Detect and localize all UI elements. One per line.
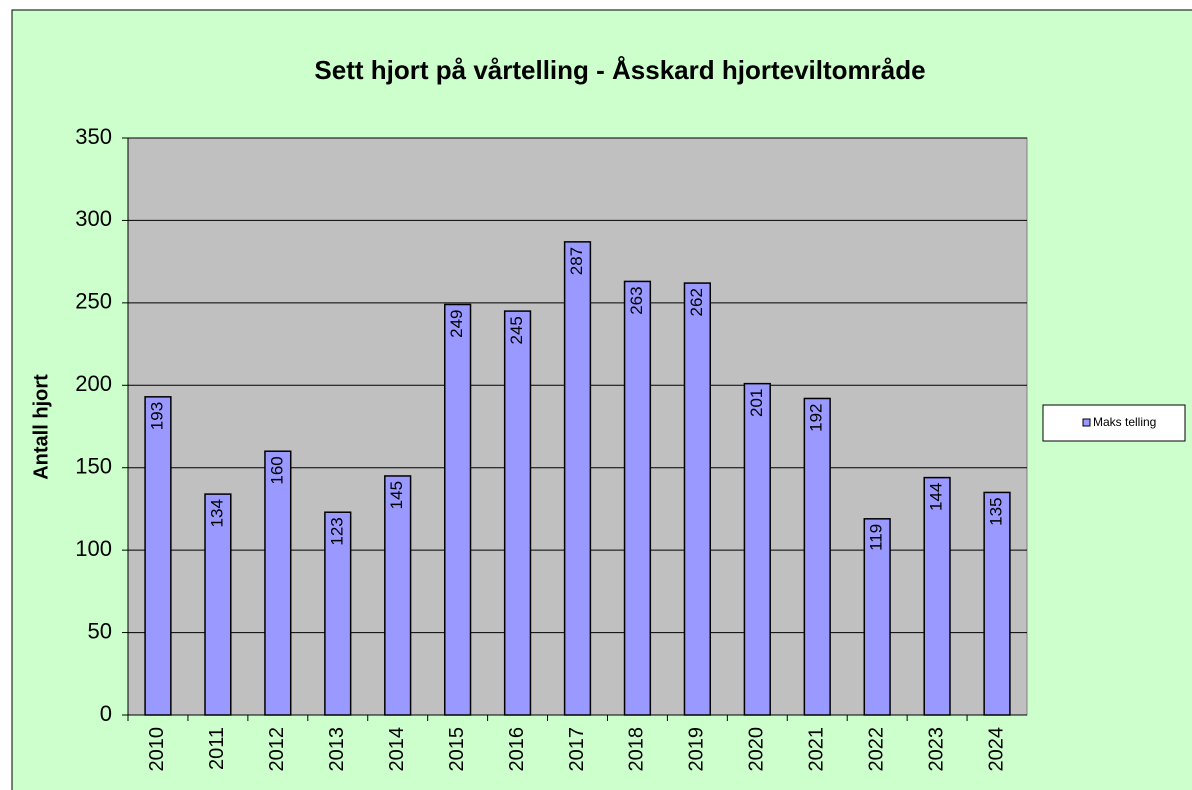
data-label: 192 bbox=[807, 403, 826, 431]
data-label: 123 bbox=[327, 517, 346, 545]
data-label: 249 bbox=[447, 310, 466, 338]
data-label: 287 bbox=[567, 247, 586, 275]
bar bbox=[144, 396, 172, 716]
data-label: 135 bbox=[987, 497, 1006, 525]
x-tick-label: 2011 bbox=[206, 727, 228, 770]
bar bbox=[743, 382, 771, 716]
x-tick-label: 2017 bbox=[566, 727, 588, 772]
y-tick-label: 200 bbox=[75, 371, 112, 396]
legend-swatch bbox=[1082, 418, 1091, 427]
bar bbox=[563, 241, 592, 716]
data-label: 262 bbox=[687, 288, 706, 316]
y-tick-label: 250 bbox=[75, 289, 112, 314]
bar bbox=[623, 280, 652, 716]
data-label: 263 bbox=[627, 286, 646, 314]
y-tick-label: 0 bbox=[100, 701, 112, 726]
chart-title: Sett hjort på vårtelling - Åsskard hjort… bbox=[314, 55, 925, 85]
x-tick-label: 2012 bbox=[266, 727, 288, 772]
data-label: 245 bbox=[507, 316, 526, 344]
data-label: 193 bbox=[147, 402, 166, 430]
bar bbox=[324, 511, 352, 716]
y-axis-label: Antall hjort bbox=[30, 374, 52, 480]
bar bbox=[204, 493, 232, 716]
data-label: 145 bbox=[387, 481, 406, 509]
y-tick-label: 150 bbox=[75, 454, 112, 479]
legend-box bbox=[1042, 404, 1186, 442]
data-label: 201 bbox=[747, 389, 766, 417]
bar bbox=[983, 491, 1011, 716]
data-label: 160 bbox=[267, 456, 286, 484]
data-label: 119 bbox=[867, 524, 886, 551]
bar bbox=[863, 518, 891, 716]
x-tick-label: 2021 bbox=[806, 727, 828, 772]
x-tick-label: 2022 bbox=[865, 727, 887, 772]
data-label: 144 bbox=[927, 483, 946, 511]
y-tick-label: 350 bbox=[75, 124, 112, 149]
bar bbox=[264, 450, 292, 716]
bar bbox=[923, 476, 951, 716]
x-tick-label: 2013 bbox=[326, 727, 348, 772]
x-tick-label: 2023 bbox=[925, 727, 947, 772]
y-tick-label: 300 bbox=[75, 206, 112, 231]
legend-label: Maks telling bbox=[1093, 415, 1156, 429]
x-tick-label: 2020 bbox=[746, 727, 768, 772]
data-label: 134 bbox=[207, 499, 226, 527]
bar bbox=[443, 303, 472, 716]
x-tick-label: 2015 bbox=[446, 727, 468, 772]
x-tick-label: 2019 bbox=[686, 727, 708, 772]
bar bbox=[503, 310, 532, 716]
y-tick-label: 100 bbox=[75, 536, 112, 561]
x-tick-label: 2018 bbox=[626, 727, 648, 772]
bar bbox=[803, 397, 831, 716]
x-tick-label: 2024 bbox=[985, 727, 1007, 772]
bar bbox=[683, 282, 712, 716]
x-tick-label: 2010 bbox=[146, 727, 168, 772]
bar bbox=[384, 475, 412, 716]
y-tick-label: 50 bbox=[88, 618, 112, 643]
x-tick-label: 2014 bbox=[386, 727, 408, 772]
x-tick-label: 2016 bbox=[506, 727, 528, 772]
